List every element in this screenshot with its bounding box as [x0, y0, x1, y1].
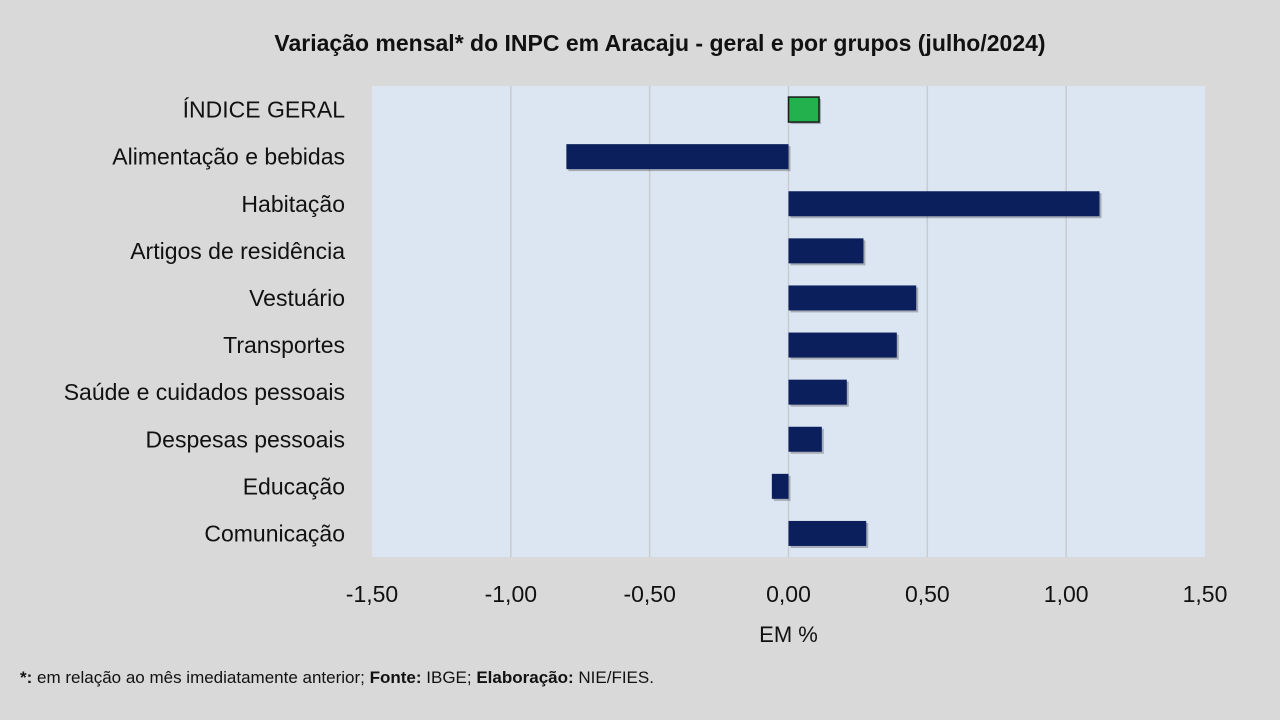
- category-label: Vestuário: [249, 285, 345, 311]
- bar-despesas-pessoais: [788, 426, 822, 452]
- x-tick-label: 0,50: [905, 581, 950, 607]
- bar-alimentacao-e-bebidas: [566, 144, 789, 170]
- footnote-star: *:: [20, 668, 33, 687]
- category-label: Despesas pessoais: [146, 426, 345, 452]
- x-tick-label: 1,00: [1044, 581, 1089, 607]
- footnote: *: em relação ao mês imediatamente anter…: [20, 668, 654, 688]
- footnote-elaboration-value: NIE/FIES.: [573, 668, 654, 687]
- x-tick-label: 0,00: [766, 581, 811, 607]
- bar-habitacao: [788, 191, 1100, 217]
- bar-vestuario: [788, 285, 917, 311]
- bar-artigos-de-residencia: [788, 238, 864, 264]
- footnote-source-label: Fonte:: [369, 668, 422, 687]
- footnote-text: em relação ao mês imediatamente anterior…: [32, 668, 370, 687]
- bar-transportes: [788, 332, 897, 358]
- category-label: Alimentação e bebidas: [112, 144, 345, 170]
- category-label: Educação: [243, 473, 345, 499]
- x-tick-label: -1,00: [485, 581, 537, 607]
- footnote-elaboration-label: Elaboração:: [476, 668, 574, 687]
- x-axis-title: EM %: [759, 622, 818, 647]
- x-tick-label: -1,50: [346, 581, 398, 607]
- x-tick-label: -0,50: [623, 581, 675, 607]
- footnote-source-value: IBGE;: [421, 668, 477, 687]
- chart-title: Variação mensal* do INPC em Aracaju - ge…: [274, 30, 1046, 56]
- bar-comunicacao: [788, 520, 867, 546]
- bar-indice-geral: [787, 96, 820, 123]
- category-label: Comunicação: [204, 520, 345, 546]
- category-label: Transportes: [223, 332, 345, 358]
- bar-saude-e-cuidados-pessoais: [788, 379, 847, 405]
- category-label: Artigos de residência: [130, 238, 345, 264]
- category-label: Habitação: [241, 191, 345, 217]
- category-label: Saúde e cuidados pessoais: [64, 379, 345, 405]
- bar-educacao: [771, 473, 789, 499]
- category-label: ÍNDICE GERAL: [183, 97, 346, 123]
- x-tick-label: 1,50: [1183, 581, 1228, 607]
